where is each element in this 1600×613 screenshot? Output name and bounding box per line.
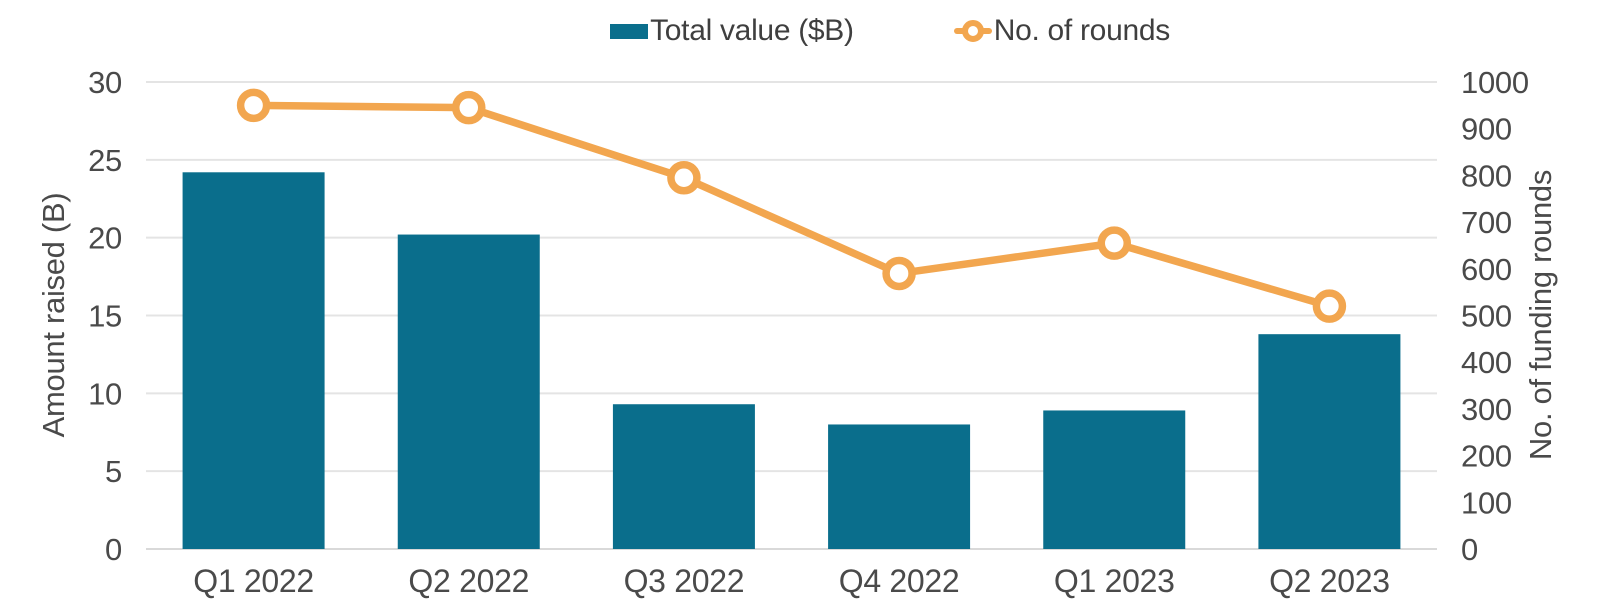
- x-axis-label-q2-2023: Q2 2023: [1269, 563, 1390, 599]
- bar-q2-2023: [1258, 334, 1401, 549]
- right-axis-tick-label: 0: [1461, 532, 1478, 567]
- legend-label-rounds: No. of rounds: [993, 14, 1171, 47]
- right-axis-tick-label: 500: [1461, 299, 1512, 334]
- x-axis-label-q3-2022: Q3 2022: [624, 563, 745, 599]
- rounds-line: [249, 101, 1334, 310]
- left-axis-tick-label: 30: [88, 65, 122, 100]
- right-axis-tick-label: 300: [1461, 392, 1512, 427]
- x-axis-label-q1-2022: Q1 2022: [193, 563, 314, 599]
- bar-q3-2022: [612, 404, 755, 549]
- legend-circle-icon: [961, 20, 984, 42]
- bar-q2-2022: [397, 234, 540, 549]
- left-axis-tick-label: 25: [88, 143, 122, 178]
- right-axis-title: No. of funding rounds: [1523, 170, 1558, 460]
- legend-item-total-value: Total value ($B): [610, 16, 854, 46]
- bar-series-swatch-icon: [610, 23, 649, 39]
- right-axis-tick-label: 600: [1461, 252, 1512, 287]
- line-marker-q4-2022: [882, 256, 916, 291]
- legend-item-rounds: No. of rounds: [953, 14, 1171, 47]
- left-axis-tick-label: 10: [88, 376, 122, 411]
- legend: Total value ($B) No. of rounds: [90, 16, 1600, 46]
- right-axis-tick-label: 700: [1461, 205, 1512, 240]
- x-axis-label-q2-2022: Q2 2022: [408, 563, 529, 599]
- right-axis-tick-label: 800: [1461, 158, 1512, 193]
- right-axis-tick-label: 1000: [1461, 65, 1529, 100]
- right-axis-tick-label: 900: [1461, 112, 1512, 147]
- left-axis-tick-label: 20: [88, 221, 122, 256]
- left-axis-tick-label: 15: [88, 299, 122, 334]
- left-axis-title: Amount raised (B): [36, 193, 71, 438]
- legend-label-total-value: Total value ($B): [650, 14, 854, 47]
- line-marker-q2-2022: [452, 90, 486, 125]
- bar-q4-2022: [828, 424, 971, 549]
- right-axis-tick-label: 100: [1461, 485, 1512, 520]
- line-marker-q1-2022: [236, 88, 271, 123]
- left-axis-tick-label: 5: [105, 454, 122, 489]
- bar-q1-2023: [1043, 410, 1186, 549]
- left-axis-tick-label: 0: [105, 532, 122, 567]
- x-axis-label-q4-2022: Q4 2022: [839, 563, 960, 599]
- bar-q1-2022: [182, 172, 325, 549]
- line-series-marker-icon: [953, 18, 992, 44]
- line-marker-q1-2023: [1097, 226, 1131, 260]
- right-axis-tick-label: 200: [1461, 439, 1512, 474]
- x-axis-label-q1-2023: Q1 2023: [1054, 563, 1175, 599]
- line-marker-q3-2022: [667, 160, 701, 195]
- right-axis-tick-label: 400: [1461, 345, 1512, 380]
- line-marker-q2-2023: [1312, 289, 1347, 323]
